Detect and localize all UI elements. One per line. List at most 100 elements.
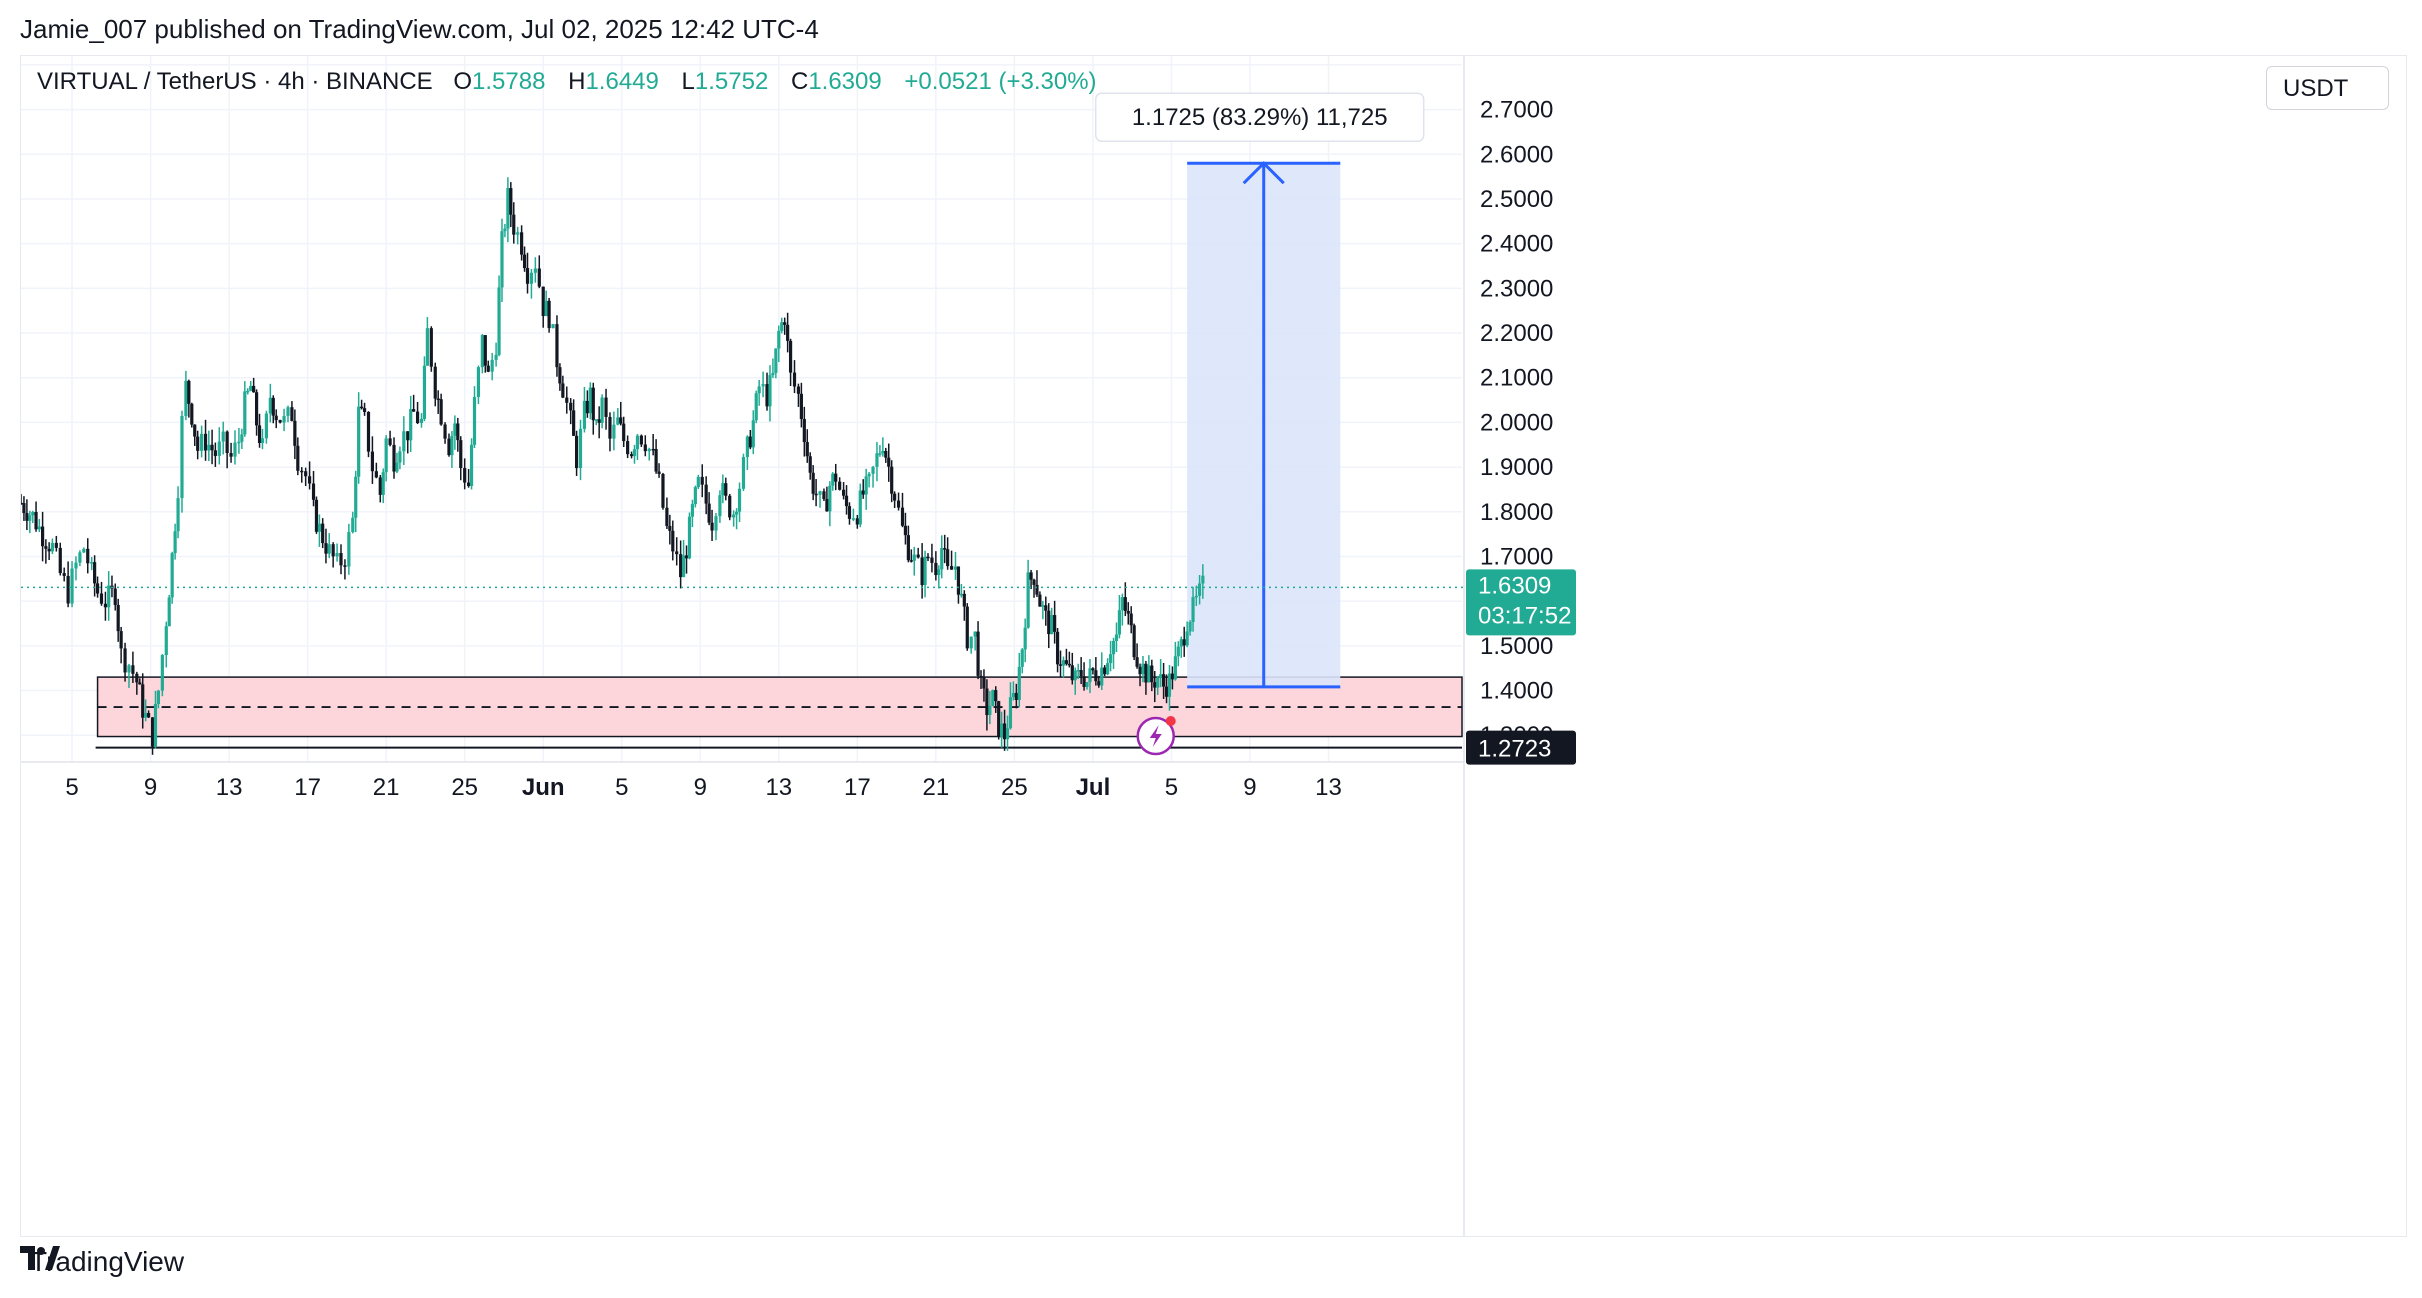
candle-body xyxy=(512,214,516,235)
candle-body xyxy=(808,456,812,473)
candle-body xyxy=(1176,646,1180,657)
candle-body xyxy=(1064,660,1069,664)
lightning-glyph xyxy=(1149,725,1162,747)
candle-body xyxy=(1103,667,1107,675)
candle-body xyxy=(690,504,695,517)
candle-body xyxy=(937,569,941,576)
chart-area[interactable]: 1.1725 (83.29%) 11,7251.30001.40001.5000… xyxy=(20,55,2407,1237)
candle-body xyxy=(1129,613,1133,626)
candle-body xyxy=(969,636,973,649)
candle-body xyxy=(1020,649,1024,667)
bar-countdown: 03:17:52 xyxy=(1478,602,1571,629)
candle-body xyxy=(274,415,278,421)
candle-body xyxy=(604,397,608,417)
price-axis-tick: 1.7000 xyxy=(1480,543,1553,570)
candle-body xyxy=(28,515,32,521)
candle-body xyxy=(463,468,467,483)
price-axis-tick: 2.2000 xyxy=(1480,320,1553,347)
open-label: O xyxy=(453,68,473,95)
candle-body xyxy=(1179,639,1183,647)
time-axis-tick: 5 xyxy=(1165,774,1178,801)
notification-dot xyxy=(1165,716,1176,726)
candle-body xyxy=(529,272,534,284)
candle-body xyxy=(934,562,938,576)
candle-body xyxy=(249,385,253,391)
candle-body xyxy=(629,454,634,457)
candle-body xyxy=(1147,665,1151,683)
price-axis-tick: 2.5000 xyxy=(1480,186,1553,213)
candle-body xyxy=(447,438,451,456)
candle-body xyxy=(467,482,471,487)
candle-body xyxy=(696,476,700,488)
time-axis-tick: 17 xyxy=(844,774,871,801)
candle-body xyxy=(838,481,842,490)
price-axis-tick: 1.5000 xyxy=(1480,633,1553,660)
candle-body xyxy=(616,417,620,425)
candle-body xyxy=(847,506,852,519)
candle-body xyxy=(93,562,97,584)
time-axis-tick: 5 xyxy=(615,774,628,801)
candle-body xyxy=(90,562,94,564)
candle-body xyxy=(700,476,704,485)
price-chart[interactable]: 1.1725 (83.29%) 11,7251.30001.40001.5000… xyxy=(21,56,2406,1236)
candle-body xyxy=(796,386,801,394)
candle-body xyxy=(582,400,587,429)
candle-body xyxy=(761,384,765,387)
candle-body xyxy=(31,512,35,516)
candle-body xyxy=(675,551,679,555)
candle-body xyxy=(327,544,331,554)
price-axis-tick: 2.4000 xyxy=(1480,231,1553,258)
candle-body xyxy=(569,402,573,411)
candle-body xyxy=(1108,654,1113,664)
candle-body xyxy=(436,398,440,401)
candle-body xyxy=(1197,583,1202,596)
candle-body xyxy=(1053,615,1057,632)
candle-body xyxy=(949,566,954,570)
candle-body xyxy=(558,367,562,384)
price-axis-tick: 2.6000 xyxy=(1480,141,1553,168)
candle-body xyxy=(887,457,891,467)
candle-body xyxy=(362,408,367,412)
candle-body xyxy=(135,673,139,683)
candle-body xyxy=(1188,622,1192,632)
candle-body xyxy=(1014,692,1018,700)
candle-body xyxy=(278,420,282,423)
candle-body xyxy=(225,431,229,454)
candle-body xyxy=(351,517,355,533)
candle-body xyxy=(268,397,272,414)
candle-body xyxy=(1161,674,1166,687)
candle-body xyxy=(668,525,672,531)
candle-body xyxy=(1079,670,1083,677)
candle-body xyxy=(661,473,665,508)
time-axis-tick: 9 xyxy=(144,774,157,801)
candle-body xyxy=(1032,579,1036,585)
candle-body xyxy=(1002,723,1007,740)
candle-body xyxy=(714,516,718,531)
candle-body xyxy=(844,495,849,507)
candle-body xyxy=(771,372,775,376)
candle-body xyxy=(193,424,197,437)
currency-button[interactable]: USDT xyxy=(2266,66,2389,110)
candle-body xyxy=(425,328,429,366)
candle-body xyxy=(119,631,123,649)
candle-body xyxy=(282,415,286,423)
candle-body xyxy=(825,499,829,512)
candle-body xyxy=(494,354,498,360)
candle-body xyxy=(50,542,55,552)
candle-body xyxy=(402,431,406,452)
candle-body xyxy=(597,419,601,423)
candle-body xyxy=(916,554,920,558)
candle-body xyxy=(600,397,604,423)
candle-body xyxy=(1201,575,1205,584)
candle-body xyxy=(293,420,297,446)
candle-body xyxy=(544,300,548,317)
candle-body xyxy=(1138,666,1142,675)
candle-body xyxy=(459,440,463,469)
candle-body xyxy=(814,493,818,496)
candle-body xyxy=(926,556,930,559)
candle-body xyxy=(354,476,358,518)
candle-body xyxy=(774,348,778,373)
candle-body xyxy=(243,391,247,435)
candle-body xyxy=(58,547,62,574)
candle-body xyxy=(1191,597,1195,623)
